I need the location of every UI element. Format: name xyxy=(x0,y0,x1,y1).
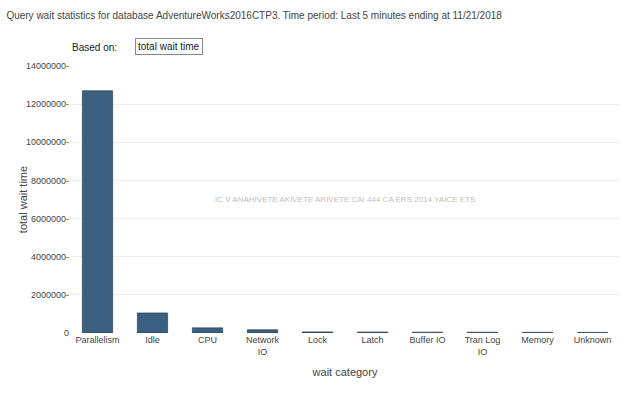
svg-text:IC V ANAHIVETE AKIVETE ARIVETE: IC V ANAHIVETE AKIVETE ARIVETE CAI 444 C… xyxy=(215,195,475,204)
svg-text:0: 0 xyxy=(64,328,69,338)
svg-text:2000000-: 2000000- xyxy=(31,290,69,300)
svg-text:Memory: Memory xyxy=(521,335,554,345)
svg-text:Parallelism: Parallelism xyxy=(75,335,119,345)
svg-text:6000000-: 6000000- xyxy=(31,214,69,224)
svg-text:4000000-: 4000000- xyxy=(31,252,69,262)
svg-text:Tran LogIO: Tran LogIO xyxy=(465,335,501,357)
svg-text:14000000-: 14000000- xyxy=(26,61,69,71)
svg-text:total wait time: total wait time xyxy=(17,166,29,233)
svg-text:wait category: wait category xyxy=(312,366,378,378)
svg-text:10000000-: 10000000- xyxy=(26,137,69,147)
svg-text:Based on:: Based on: xyxy=(72,42,117,53)
svg-text:Buffer IO: Buffer IO xyxy=(410,335,446,345)
svg-text:CPU: CPU xyxy=(198,335,217,345)
svg-text:Unknown: Unknown xyxy=(574,335,612,345)
svg-text:Lock: Lock xyxy=(308,335,328,345)
svg-text:total wait time: total wait time xyxy=(138,41,200,52)
svg-text:Latch: Latch xyxy=(361,335,383,345)
svg-text:Query wait statistics for data: Query wait statistics for database Adven… xyxy=(6,10,502,21)
svg-text:8000000-: 8000000- xyxy=(31,176,69,186)
svg-text:Idle: Idle xyxy=(145,335,160,345)
svg-text:NetworkIO: NetworkIO xyxy=(246,335,280,357)
svg-text:12000000-: 12000000- xyxy=(26,99,69,109)
